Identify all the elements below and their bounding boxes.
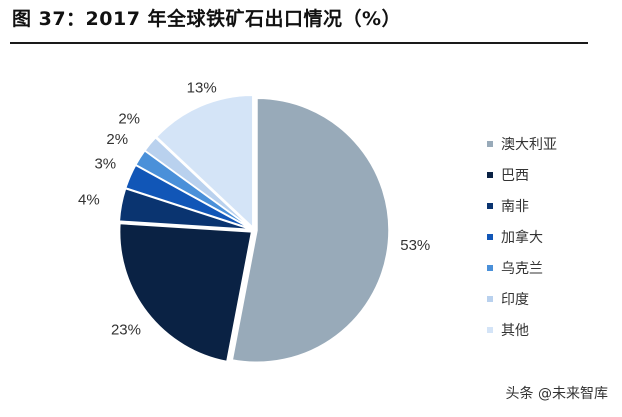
legend-swatch xyxy=(487,202,493,209)
pie-slice-0 xyxy=(231,97,390,363)
legend-item: 印度 xyxy=(487,283,557,314)
legend-label: 澳大利亚 xyxy=(501,136,557,153)
legend-swatch xyxy=(487,295,493,302)
legend-item: 南非 xyxy=(487,190,557,221)
title-divider xyxy=(10,42,588,44)
legend: 澳大利亚巴西南非加拿大乌克兰印度其他 xyxy=(487,128,557,345)
legend-label: 巴西 xyxy=(501,167,529,184)
slice-label-1: 23% xyxy=(111,321,141,338)
legend-swatch xyxy=(487,326,493,333)
legend-swatch xyxy=(487,233,493,240)
legend-label: 其他 xyxy=(501,322,529,339)
pie-slice-5 xyxy=(143,136,253,229)
slice-label-0: 53% xyxy=(400,237,430,254)
watermark: 头条 @未来智库 xyxy=(505,386,608,402)
legend-swatch xyxy=(487,264,493,271)
legend-label: 南非 xyxy=(501,198,529,215)
legend-swatch xyxy=(487,171,493,178)
legend-item: 加拿大 xyxy=(487,221,557,252)
legend-item: 澳大利亚 xyxy=(487,128,557,159)
slice-label-2: 4% xyxy=(78,192,100,209)
pie-slice-6 xyxy=(155,94,254,229)
slice-label-6: 13% xyxy=(187,79,217,96)
legend-item: 其他 xyxy=(487,314,557,345)
legend-item: 乌克兰 xyxy=(487,252,557,283)
slice-label-5: 2% xyxy=(118,111,140,128)
chart-title: 图 37：2017 年全球铁矿石出口情况（%） xyxy=(12,8,402,30)
legend-swatch xyxy=(487,140,493,147)
slice-label-4: 2% xyxy=(106,131,128,148)
legend-label: 乌克兰 xyxy=(501,260,543,277)
pie-slice-1 xyxy=(118,222,253,363)
legend-label: 加拿大 xyxy=(501,229,543,246)
slice-label-3: 3% xyxy=(94,156,116,173)
legend-item: 巴西 xyxy=(487,159,557,190)
legend-label: 印度 xyxy=(501,291,529,308)
